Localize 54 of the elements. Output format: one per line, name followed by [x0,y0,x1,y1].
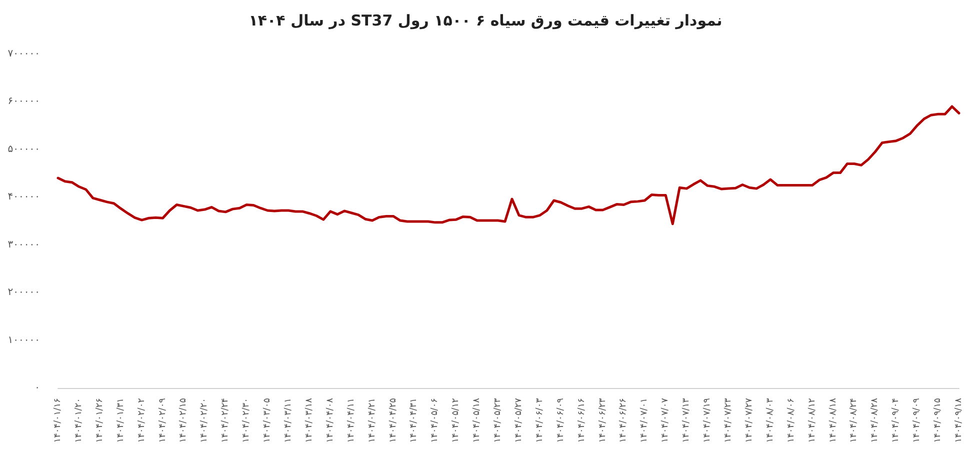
x-tick-label: ۱۴۰۴/۰۷/۲۷ [744,398,754,443]
x-tick-label: ۱۴۰۴/۰۷/۲۳ [724,398,734,443]
x-tick-label: ۱۴۰۴/۰۱/۳۱ [116,398,126,443]
x-tick-label: ۱۴۰۴/۰۴/۳۱ [409,398,420,443]
x-tick-label: ۱۴۰۴/۰۴/۱۱ [346,398,356,443]
y-tick-label: ۴۰۰۰۰۰ [8,192,40,203]
x-tick-label: ۱۴۰۴/۰۸/۱۲ [807,398,818,443]
x-tick-label: ۱۴۰۴/۰۲/۱۵ [178,398,189,443]
x-tick-label: ۱۴۰۴/۰۹/۱۸ [954,398,964,443]
x-tick-label: ۱۴۰۴/۰۱/۲۶ [94,398,105,443]
x-tick-label: ۱۴۰۴/۰۵/۱۸ [472,398,482,443]
x-tick-label: ۱۴۰۴/۰۲/۰۲ [136,398,147,443]
x-tick-label: ۱۴۰۴/۰۸/۲۸ [870,398,880,443]
line-series [56,105,960,226]
x-tick-label: ۱۴۰۴/۰۶/۱۶ [576,398,587,443]
x-tick-label: ۱۴۰۴/۰۸/۱۸ [828,398,838,443]
x-tick-label: ۱۴۰۴/۰۱/۱۶ [53,398,63,443]
x-tick-label: ۱۴۰۴/۰۶/۰۹ [556,398,566,443]
x-tick-label: ۱۴۰۴/۰۴/۲۱ [367,398,378,443]
x-tick-label: ۱۴۰۴/۰۷/۱۳ [682,398,692,443]
x-tick-label: ۱۴۰۴/۰۲/۲۰ [200,398,210,443]
y-tick-label: ۲۰۰۰۰۰ [8,287,40,298]
x-tick-label: ۱۴۰۴/۰۲/۰۹ [158,398,168,443]
x-tick-label: ۱۴۰۴/۰۴/۲۵ [388,398,398,443]
x-tick-label: ۱۴۰۴/۰۳/۰۵ [262,398,273,443]
y-tick-label: ۷۰۰۰۰۰ [8,48,40,60]
y-tick-label: ۰ [34,382,40,394]
x-tick-label: ۱۴۰۴/۰۵/۲۷ [514,398,524,443]
x-tick-label: ۱۴۰۴/۰۶/۰۳ [534,398,545,443]
x-tick-label: ۱۴۰۴/۰۹/۱۵ [933,398,944,443]
x-tick-label: ۱۴۰۴/۰۷/۱۹ [702,398,713,443]
x-tick-label: ۱۴۰۴/۰۹/۰۹ [912,398,922,443]
x-tick-label: ۱۴۰۴/۰۵/۲۳ [493,398,504,443]
chart-title: نمودار تغییرات قیمت ورق سیاه ۶ ۱۵۰۰ رول ST37 در سال ۱۴۰۴ [248,12,722,30]
x-tick-label: ۱۴۰۴/۰۸/۰۳ [765,398,776,443]
x-tick-label: ۱۴۰۴/۰۹/۰۴ [891,398,902,443]
y-tick-label: ۶۰۰۰۰۰ [8,96,40,108]
x-tick-label: ۱۴۰۴/۰۲/۳۰ [242,398,252,443]
x-tick-label: ۱۴۰۴/۰۳/۱۸ [304,398,314,443]
y-tick-label: ۳۰۰۰۰۰ [8,239,40,250]
x-tick-label: ۱۴۰۴/۰۵/۰۶ [430,398,440,443]
x-tick-label: ۱۴۰۴/۰۷/۰۱ [640,398,650,443]
x-tick-label: ۱۴۰۴/۰۶/۲۶ [618,398,629,443]
x-tick-label: ۱۴۰۴/۰۴/۰۸ [325,398,336,443]
x-tick-label: ۱۴۰۴/۰۸/۰۶ [786,398,796,443]
x-tick-label: ۱۴۰۴/۰۱/۲۰ [74,398,84,443]
x-tick-label: ۱۴۰۴/۰۶/۲۳ [598,398,608,443]
x-tick-label: ۱۴۰۴/۰۳/۱۱ [283,398,294,443]
x-tick-label: ۱۴۰۴/۰۷/۰۷ [660,398,671,443]
y-tick-label: ۱۰۰۰۰۰ [8,334,40,346]
x-tick-label: ۱۴۰۴/۰۲/۲۴ [220,398,231,443]
y-tick-label: ۵۰۰۰۰۰ [8,144,40,155]
x-tick-label: ۱۴۰۴/۰۸/۲۴ [849,398,860,443]
x-tick-label: ۱۴۰۴/۰۵/۱۲ [451,398,462,443]
